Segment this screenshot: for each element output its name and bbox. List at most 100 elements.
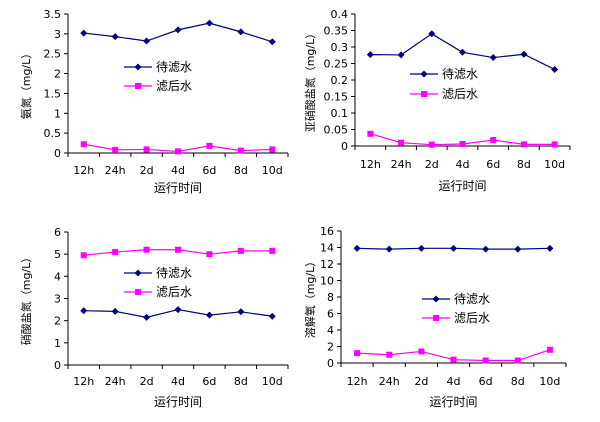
x-axis-title: 运行时间 xyxy=(438,179,486,193)
legend-label: 待滤水 xyxy=(454,292,490,306)
y-tick-label: 0 xyxy=(341,140,348,153)
data-point xyxy=(205,311,213,319)
y-tick-label: 8 xyxy=(327,291,334,304)
y-tick-label: 3.5 xyxy=(44,8,62,21)
series-2 xyxy=(80,141,276,155)
data-point xyxy=(551,141,558,148)
x-tick-label: 6d xyxy=(486,158,500,171)
legend-marker xyxy=(420,70,428,78)
data-point xyxy=(417,244,425,252)
chart-panel-4: 0 2 4 6 8 10 12 14 16 12h 24h 2d 4d 6d 8d 10d 运行时间 溶解氧（mg… xyxy=(303,225,567,409)
data-point xyxy=(175,148,181,155)
y-tick-label: 4 xyxy=(54,270,61,283)
y-axis-title: 硝酸盐氮（mg/L） xyxy=(19,252,33,346)
data-point xyxy=(397,51,405,59)
y-tick-label: 0.4 xyxy=(331,8,349,21)
y-tick-label: 0.2 xyxy=(331,74,349,87)
y-tick-label: 2 xyxy=(327,341,334,354)
legend-marker xyxy=(432,295,440,303)
legend-marker xyxy=(135,289,141,295)
data-point xyxy=(143,37,151,45)
y-tick-label: 10 xyxy=(320,275,334,288)
legend-label: 滤后水 xyxy=(156,285,192,299)
x-tick-label: 2d xyxy=(414,375,428,388)
y-tick-label: 0.15 xyxy=(324,91,349,104)
y-tick-label: 5 xyxy=(54,248,61,261)
x-tick-label: 8d xyxy=(234,164,248,177)
data-point xyxy=(418,348,425,355)
y-tick-label: 2 xyxy=(54,315,61,328)
x-tick-label: 2d xyxy=(140,164,154,177)
data-point xyxy=(206,251,213,258)
y-tick-label: 0.25 xyxy=(324,58,349,71)
x-tick-label: 8d xyxy=(511,375,525,388)
x-axis-title: 运行时间 xyxy=(154,181,202,195)
data-point xyxy=(551,65,559,73)
y-tick-label: 0.5 xyxy=(44,127,62,140)
y-tick-label: 0.35 xyxy=(324,25,349,38)
data-point xyxy=(143,313,151,321)
data-point xyxy=(269,247,276,254)
y-tick-label: 16 xyxy=(320,225,334,238)
y-tick-label: 3 xyxy=(54,28,61,41)
data-point xyxy=(268,312,276,320)
legend-label: 滤后水 xyxy=(156,79,192,93)
data-point xyxy=(366,51,374,59)
data-point xyxy=(546,346,553,353)
y-tick-label: 4 xyxy=(327,324,334,337)
series-1 xyxy=(353,244,554,253)
y-axis-title: 溶解氧（mg/L） xyxy=(303,256,317,339)
series-2 xyxy=(367,130,558,148)
y-tick-label: 14 xyxy=(320,242,334,255)
data-point xyxy=(80,252,87,259)
x-tick-label: 24h xyxy=(379,375,400,388)
data-point xyxy=(367,130,374,137)
x-tick-label: 12h xyxy=(73,164,94,177)
data-point xyxy=(386,351,393,358)
data-point xyxy=(520,50,528,58)
x-tick-label: 12h xyxy=(347,375,368,388)
legend-label: 滤后水 xyxy=(454,311,490,325)
data-point xyxy=(174,26,182,34)
x-tick-label: 10d xyxy=(262,164,283,177)
data-point xyxy=(482,357,489,364)
data-point xyxy=(269,146,276,153)
data-point xyxy=(111,307,119,315)
data-point xyxy=(482,245,490,253)
y-tick-label: 1 xyxy=(54,107,61,120)
y-tick-label: 0 xyxy=(54,147,61,160)
x-tick-label: 24h xyxy=(105,164,126,177)
data-point xyxy=(237,28,245,36)
legend-marker xyxy=(433,315,439,321)
data-point xyxy=(237,308,245,316)
data-point xyxy=(112,146,119,153)
x-tick-label: 8d xyxy=(234,375,248,388)
data-point xyxy=(428,141,435,148)
legend-marker xyxy=(135,83,141,89)
y-tick-label: 0 xyxy=(327,357,334,370)
series-1 xyxy=(366,30,559,73)
x-tick-label: 12h xyxy=(360,158,381,171)
y-tick-label: 6 xyxy=(54,226,61,239)
y-tick-label: 12 xyxy=(320,258,334,271)
data-point xyxy=(354,350,361,357)
x-tick-label: 6d xyxy=(202,164,216,177)
y-axis-title: 亚硝酸盐氮（mg/L） xyxy=(303,28,317,133)
y-tick-label: 0 xyxy=(54,359,61,372)
x-tick-label: 4d xyxy=(447,375,461,388)
legend-label: 待滤水 xyxy=(156,60,192,74)
data-point xyxy=(206,142,213,149)
series-2 xyxy=(80,246,276,259)
y-tick-label: 6 xyxy=(327,308,334,321)
legend-marker xyxy=(134,269,142,277)
y-tick-label: 0.1 xyxy=(331,107,349,120)
data-point xyxy=(520,141,527,148)
legend-label: 滤后水 xyxy=(442,87,478,101)
x-tick-label: 10d xyxy=(262,375,283,388)
data-point xyxy=(459,141,466,148)
data-point xyxy=(385,245,393,253)
y-tick-label: 1 xyxy=(54,337,61,350)
